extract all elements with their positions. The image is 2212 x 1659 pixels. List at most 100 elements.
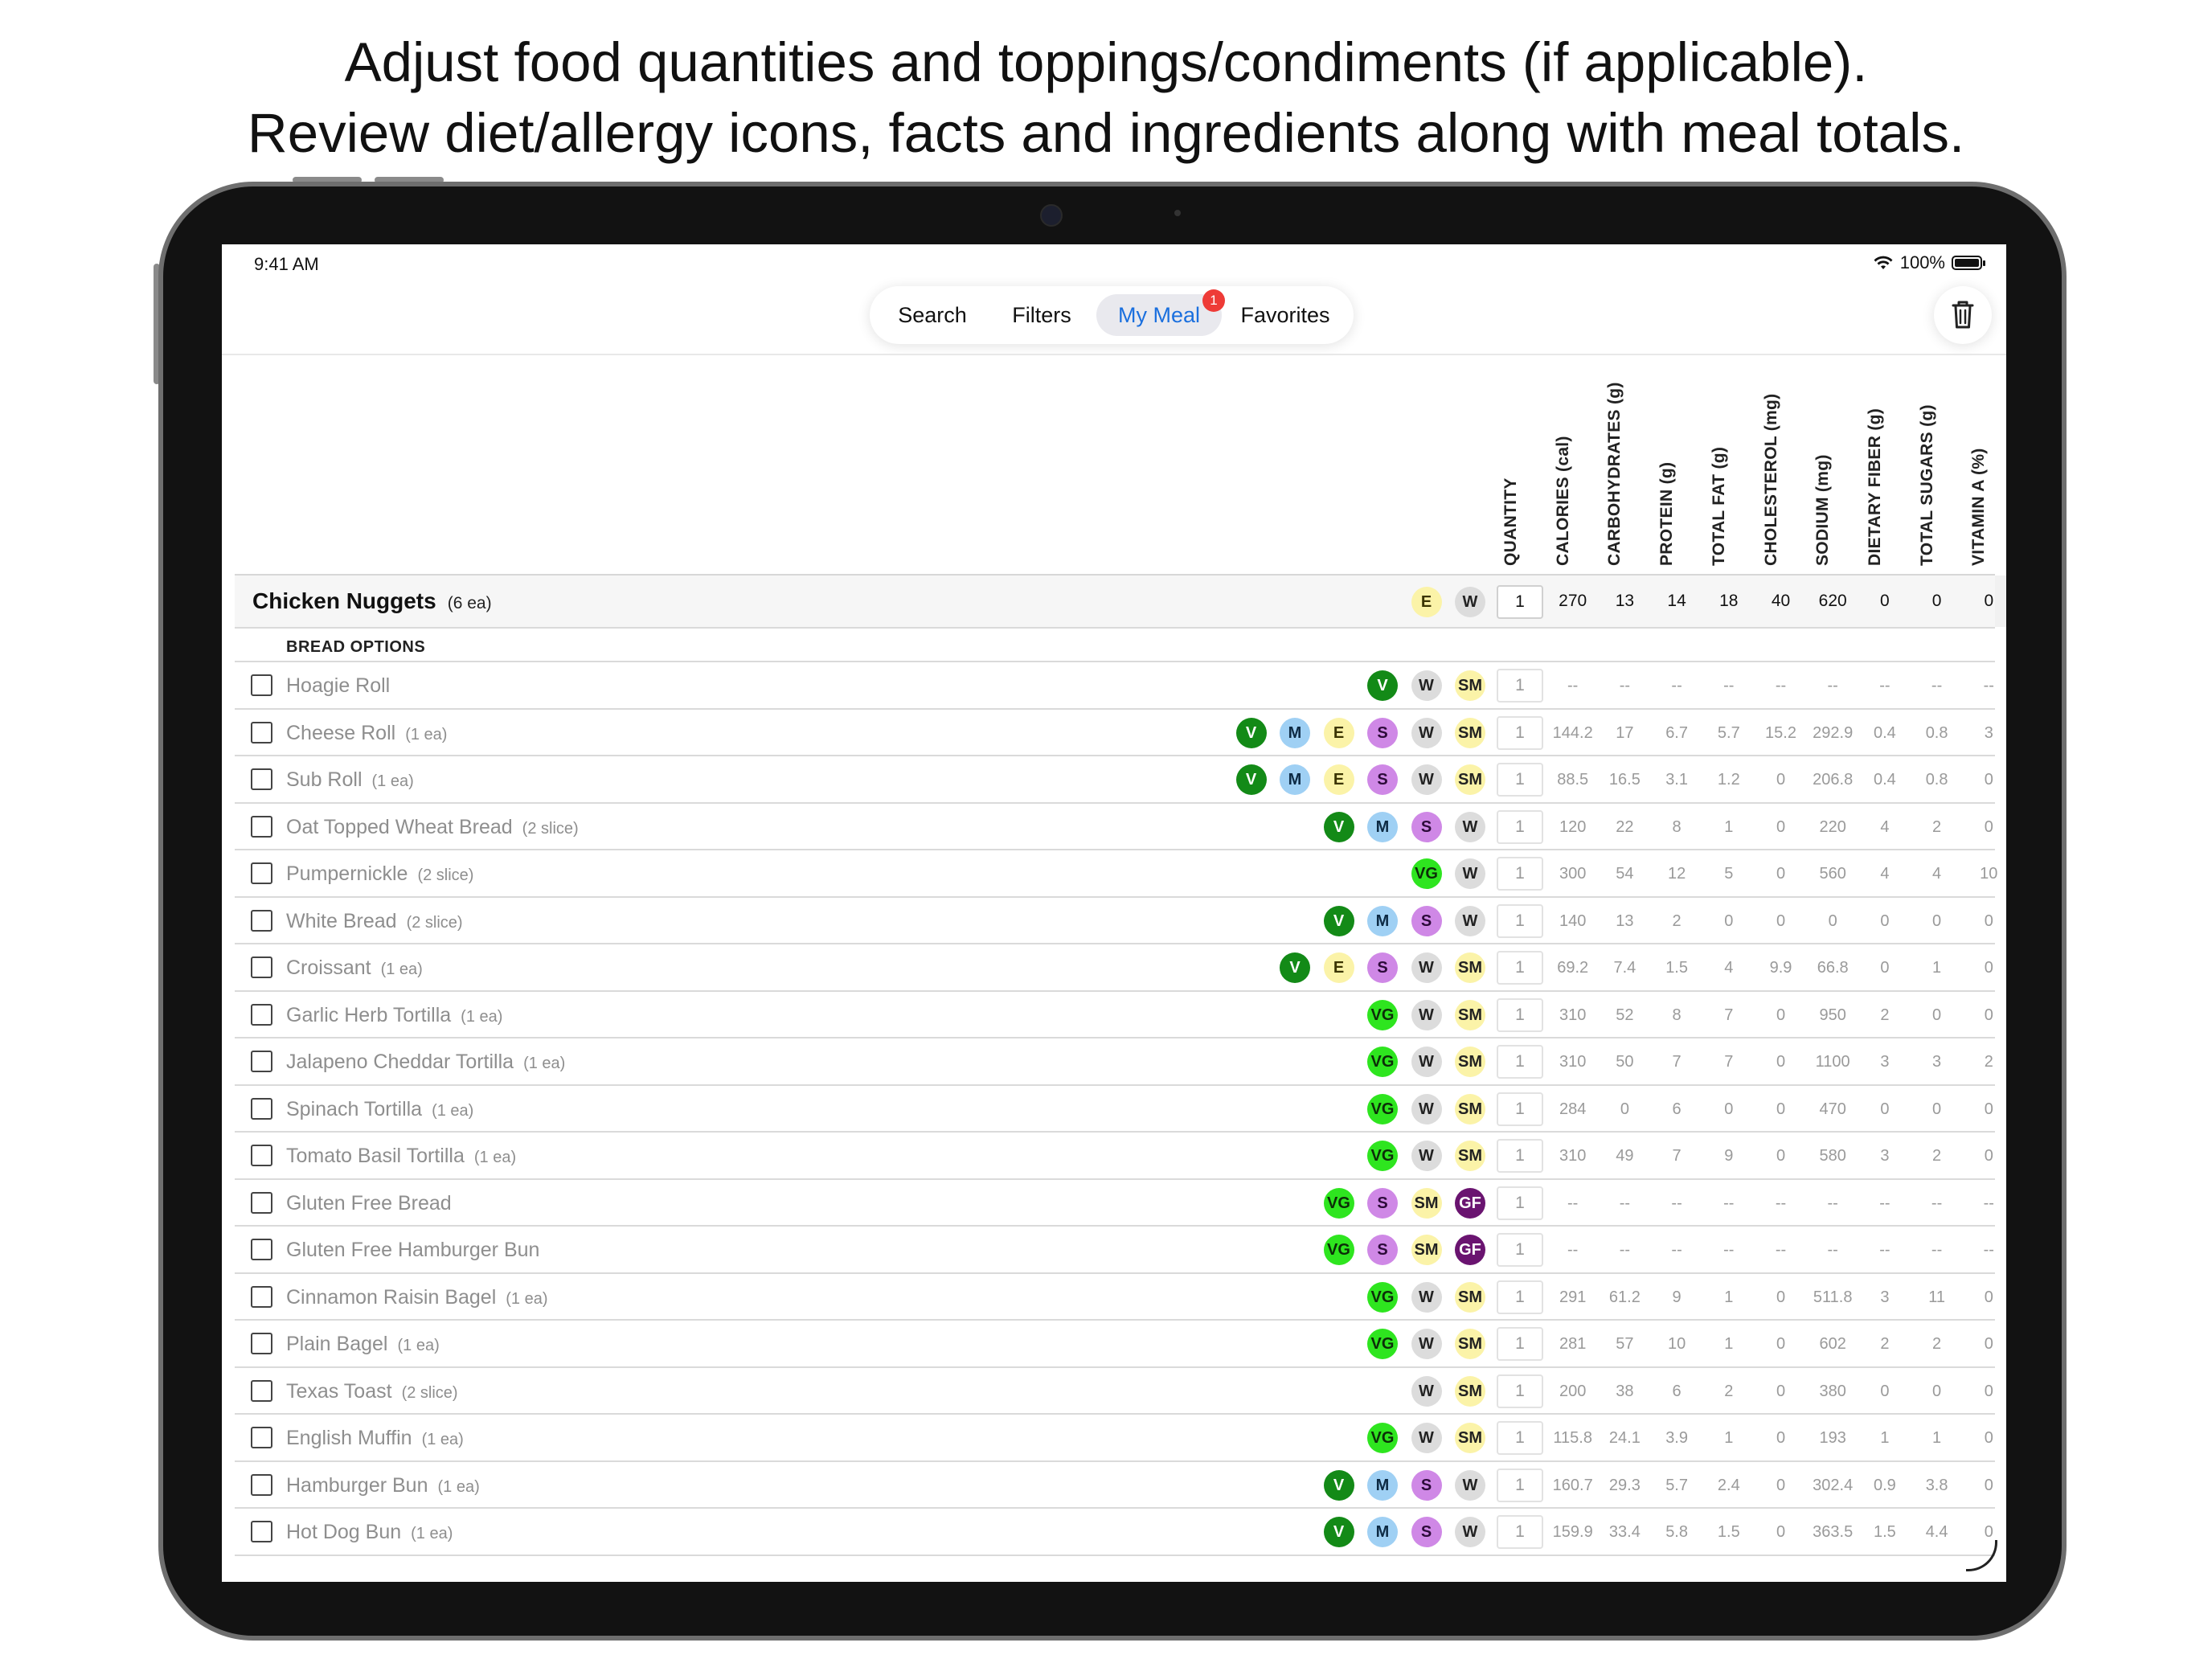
column-header-label: PROTEIN (g) [1657,461,1677,566]
diet-w-icon: W [1411,764,1442,795]
option-unit: (2 slice) [522,819,579,838]
option-row[interactable]: Plain Bagel(1 ea)VGWSM128157101060222004… [235,1321,1995,1368]
option-row[interactable]: English Muffin (1 ea) VG W SM 1 115.8 24.1 3.9 1 0… [235,1415,1995,1462]
resize-handle[interactable] [1966,1540,1997,1571]
option-checkbox[interactable] [251,909,272,932]
section-title: BREAD OPTIONS [286,638,426,656]
option-unit: (2 slice) [406,913,463,932]
option-row[interactable]: Gluten Free Hamburger Bun VG S SM GF 1 -- -- -- -… [235,1227,1995,1274]
option-row[interactable]: Spinach Tortilla (1 ea) VG W SM 1 284 0 6 0 0 470 0 0… [235,1086,1995,1133]
clear-meal-button[interactable] [1934,286,1992,344]
option-title: Jalapeno Cheddar Tortilla [286,1051,514,1073]
option-row[interactable]: Garlic Herb Tortilla (1 ea) VG W SM 1 310 52 8 7 0… [235,992,1995,1038]
diet-w-icon: W [1411,1047,1442,1077]
caption-line-2: Review diet/allergy icons, facts and ing… [247,102,1965,164]
nutrient-value: 6 [1672,1382,1682,1400]
option-row[interactable]: White Bread(2 slice)VMSW1140132000000000… [235,898,1995,944]
nutrient-value: -- [1775,1241,1787,1259]
option-row[interactable]: Sub Roll (1 ea) V M E S W SM 1 88.5 16.5 3.1 1.2 0 206… [235,756,1995,804]
option-quantity-input[interactable]: 1 [1497,1186,1543,1220]
option-quantity-input[interactable]: 1 [1497,715,1543,750]
option-quantity-input[interactable]: 1 [1497,857,1543,891]
nutrient-value: 281 [1559,1335,1587,1353]
option-checkbox[interactable] [251,768,272,790]
option-quantity-input[interactable]: 1 [1497,809,1543,844]
row-divider [235,1225,1995,1227]
nutrient-value: 1 [1932,1429,1942,1447]
option-checkbox[interactable] [251,1427,272,1448]
option-quantity-input[interactable]: 1 [1497,763,1543,797]
nutrient-value: 0 [1984,771,1993,789]
option-quantity-input[interactable]: 1 [1497,1233,1543,1267]
option-checkbox[interactable] [251,956,272,978]
diet-sm-icon: SM [1455,1141,1485,1171]
option-quantity-input[interactable]: 1 [1497,1139,1543,1173]
nutrient-value: 10 [1667,1335,1686,1353]
option-checkbox[interactable] [251,1333,272,1354]
option-quantity-input[interactable]: 1 [1497,1374,1543,1408]
option-row[interactable]: Hot Dog Bun (1 ea) V M S W 1 159.9 33.4 5.8 1.5 0 36… [235,1509,1995,1556]
option-title: Pumpernickle [286,862,408,885]
option-checkbox[interactable] [251,674,272,696]
option-name: Pumpernickle (2 slice) [286,862,473,886]
option-row[interactable]: Tomato Basil Tortilla (1 ea) VG W SM 1 310 49 7 9… [235,1133,1995,1180]
nutrient-value: -- [1827,1241,1838,1259]
nutrient-value: -- [1671,677,1682,694]
option-checkbox[interactable] [251,815,272,838]
option-quantity-input[interactable]: 1 [1497,1280,1543,1314]
option-checkbox[interactable] [251,1379,272,1402]
option-row[interactable]: Texas Toast(2 slice)WSM12003862038000004… [235,1368,1995,1415]
tab-filters[interactable]: Filters [1012,303,1071,327]
option-checkbox[interactable] [251,1239,272,1260]
nutrient-value: 310 [1559,1006,1587,1024]
tab-search[interactable]: Search [898,303,967,327]
diet-sm-icon: SM [1455,764,1485,795]
option-row[interactable]: Cheese Roll (1 ea) V M E S W SM 1 144.2 17 6.7 5.7 15… [235,710,1995,756]
nutrient-value: 470 [1819,1100,1846,1118]
option-quantity-input[interactable]: 1 [1497,951,1543,985]
option-row[interactable]: Pumpernickle (2 slice) VG W 1 300 54 12 5 0 560 4 4 1… [235,850,1997,898]
nutrient-value: 4 [1880,865,1890,883]
option-quantity-input[interactable]: 1 [1497,903,1543,938]
option-name: Plain Bagel (1 ea) [286,1333,440,1356]
option-row[interactable]: Cinnamon Raisin Bagel (1 ea) VG W SM 1 291 61.2… [235,1274,1995,1321]
option-quantity-input[interactable]: 1 [1497,1421,1543,1455]
option-quantity-input[interactable]: 1 [1497,1327,1543,1361]
nutrient-value: 0.8 [1925,771,1948,789]
option-checkbox[interactable] [251,1003,272,1026]
nutrient-value: 8 [1672,1006,1682,1024]
option-checkbox[interactable] [251,862,272,884]
nutrient-value: -- [1879,1194,1890,1212]
option-checkbox[interactable] [251,1051,272,1072]
nutrient-value: 140 [1559,911,1587,930]
option-title: Sub Roll [286,768,363,791]
option-row[interactable]: Hamburger Bun (1 ea) V M S W 1 160.7 29.3 5.7 2.4 0… [235,1462,1995,1509]
tab-favorites[interactable]: Favorites [1240,303,1330,327]
option-row[interactable]: Croissant (1 ea) V E S W SM 1 69.2 7.4 1.5 4 9.9 66.8… [235,944,1995,992]
option-checkbox[interactable] [251,1145,272,1166]
nutrient-value: 1.2 [1717,771,1740,789]
option-checkbox[interactable] [251,1473,272,1496]
option-checkbox[interactable] [251,721,272,743]
option-checkbox[interactable] [251,1191,272,1214]
option-quantity-input[interactable]: 1 [1497,997,1543,1032]
option-quantity-input[interactable]: 1 [1497,669,1543,703]
option-quantity-input[interactable]: 1 [1497,1515,1543,1549]
option-row[interactable]: Hoagie RollVWSM1------------------------… [235,662,1995,710]
option-quantity-input[interactable]: 1 [1497,1092,1543,1126]
main-quantity-input[interactable]: 1 [1497,585,1543,619]
option-checkbox[interactable] [251,1285,272,1308]
option-quantity-input[interactable]: 1 [1497,1045,1543,1079]
option-row[interactable]: Gluten Free Bread VG S SM GF 1 -- -- -- -- -- -- -- -… [235,1180,1995,1227]
option-row[interactable]: Jalapeno Cheddar Tortilla (1 ea) VG W SM 1 310… [235,1038,1995,1086]
nutrient-value: 0 [1932,1100,1942,1118]
option-checkbox[interactable] [251,1097,272,1120]
option-row[interactable]: Oat Topped Wheat Bread (2 slice) V M S W 1 120 2… [235,804,1995,850]
option-quantity-input[interactable]: 1 [1497,1468,1543,1502]
nutrient-value: 0 [1620,1100,1629,1118]
wifi-icon [1874,256,1893,269]
option-checkbox[interactable] [251,1521,272,1542]
tab-my-meal[interactable]: My Meal [1096,294,1222,336]
nutrient-value: 8 [1672,817,1682,836]
